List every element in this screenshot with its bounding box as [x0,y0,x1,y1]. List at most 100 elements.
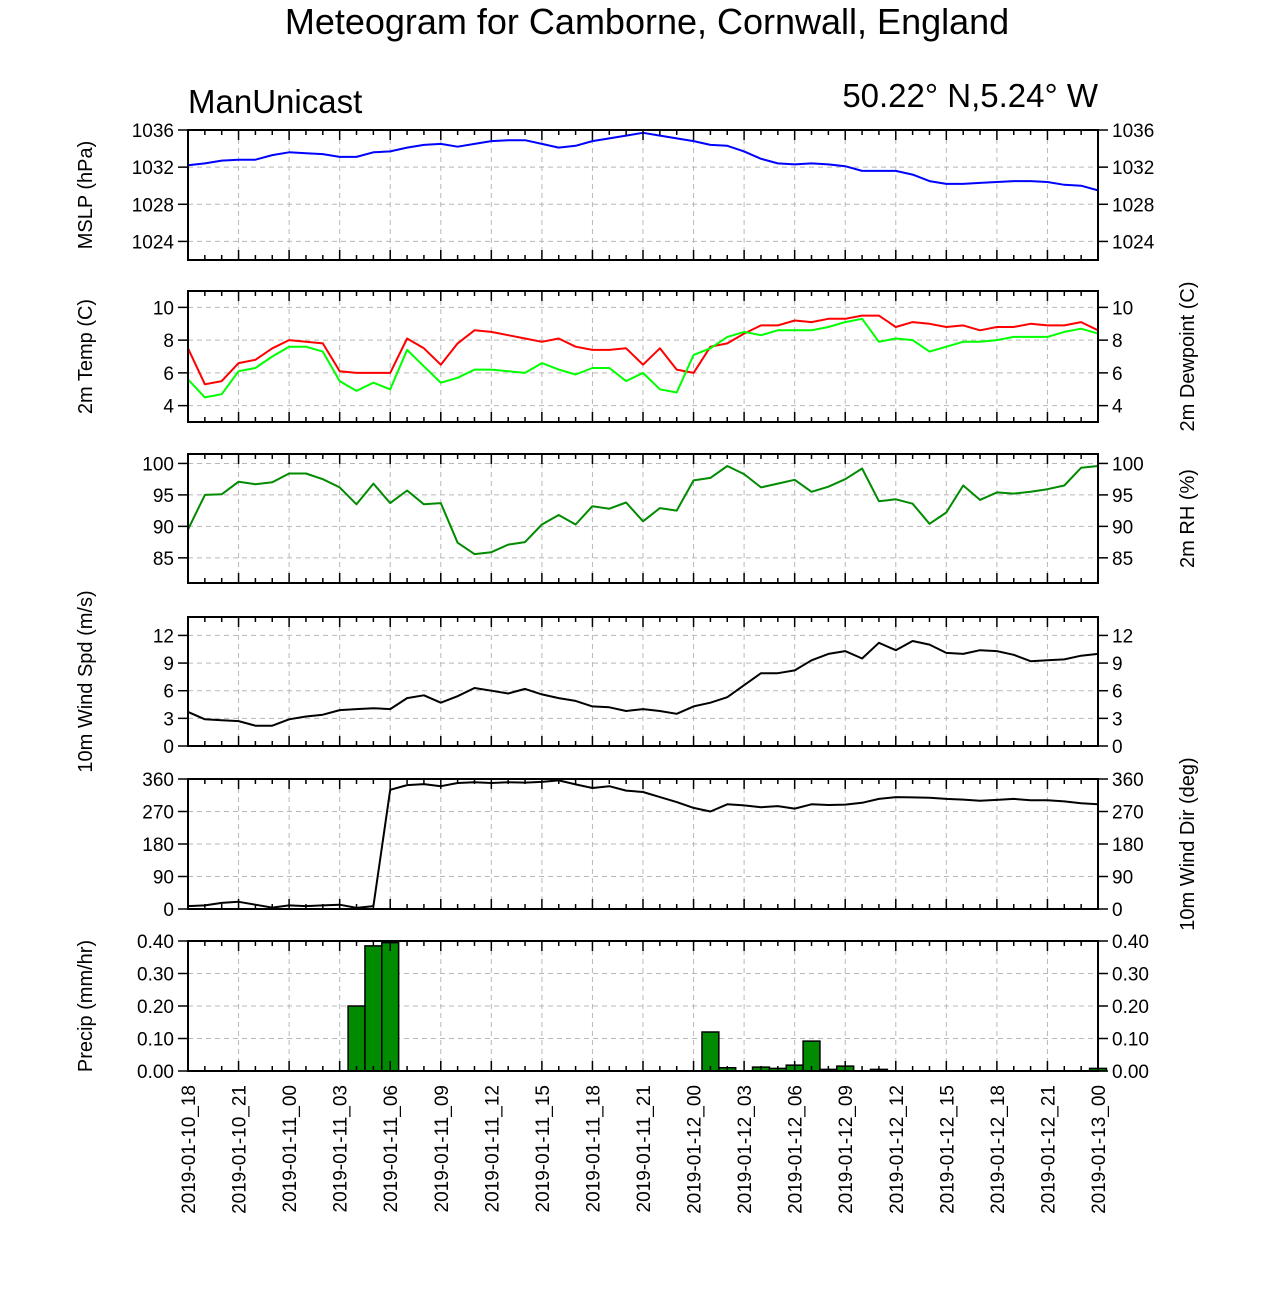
y-tick-label-left: 0 [163,900,174,921]
y-tick-label-left: 0 [163,737,174,758]
y-tick-label-right: 85 [1112,549,1133,570]
y-tick-label-left: 6 [163,364,174,385]
y-tick-label-left: 100 [142,454,174,475]
x-tick-label: 2019-01-11_15 [533,1085,554,1212]
x-tick-label: 2019-01-12_12 [887,1085,908,1214]
x-tick-label: 2019-01-11_12 [482,1085,503,1212]
y-tick-label-left: 12 [153,626,174,647]
y-tick-label-left: 85 [153,549,174,570]
y-axis-label-right: 2m RH (%) [1177,469,1199,568]
precip-bar [364,945,383,1072]
y-tick-label-left: 180 [142,835,174,856]
y-tick-label-right: 1032 [1112,158,1154,179]
y-tick-label-left: 1028 [132,195,174,216]
series-line-0 [187,314,1099,386]
x-tick-label: 2019-01-12_18 [988,1085,1009,1214]
panel-2: 85 85 90 90 95 95 100 100 2m RH (%) [142,453,1199,584]
y-tick-label-right: 6 [1112,364,1123,385]
panel-1: 4 4 6 6 8 8 10 10 2m Temp (C) 2m Dewpoint (C) [75,281,1199,431]
y-tick-label-left: 1032 [132,158,174,179]
y-tick-label-left: 90 [153,517,174,538]
y-tick-label-left: 95 [153,486,174,507]
x-axis-labels: 2019-01-10_18 2019-01-10_21 2019-01-11_00 2… [179,1085,1110,1214]
y-tick-label-right: 0.40 [1112,932,1149,953]
series-line-1 [187,317,1099,399]
y-tick-label-left: 90 [153,868,174,889]
x-tick-label: 2019-01-12_00 [685,1085,706,1214]
y-tick-label-right: 0.00 [1112,1062,1149,1083]
y-tick-label-right: 8 [1112,331,1123,352]
y-tick-label-right: 0 [1112,737,1123,758]
x-tick-label: 2019-01-11_03 [331,1085,352,1212]
x-tick-label: 2019-01-10_21 [230,1085,251,1214]
y-axis-label-left: 2m Temp (C) [75,299,97,414]
panel-0: 1024 1024 1028 1028 1032 1032 1036 1036 MSLP (hP… [75,121,1155,261]
series-line-0 [187,640,1099,727]
precip-bar [347,1005,366,1072]
precip-bar [381,941,400,1072]
y-tick-label-left: 360 [142,770,174,791]
y-tick-label-right: 90 [1112,868,1133,889]
y-tick-label-right: 3 [1112,709,1123,730]
x-tick-label: 2019-01-12_09 [836,1085,857,1214]
y-tick-label-right: 9 [1112,654,1123,675]
y-axis-label-left: MSLP (hPa) [75,141,97,250]
y-tick-label-right: 1024 [1112,232,1155,253]
y-axis-label-right: 2m Dewpoint (C) [1177,281,1199,431]
panel-3: 0 0 3 3 6 6 9 9 12 12 10m Wind Spd (m/s) [75,590,1133,772]
panel-5: 0.00 0.00 0.10 0.10 0.20 0.20 0.30 0.30 0.40 0.40… [75,932,1149,1083]
y-tick-label-right: 4 [1112,397,1123,418]
y-tick-label-right: 1028 [1112,195,1154,216]
x-tick-label: 2019-01-11_09 [432,1085,453,1212]
panel-4: 0 0 90 90 180 180 270 270 360 360 10m Wind Dir (de… [142,757,1199,930]
y-axis-label-left: 10m Wind Spd (m/s) [75,590,97,772]
y-tick-label-right: 12 [1112,626,1133,647]
y-tick-label-right: 270 [1112,803,1144,824]
y-tick-label-left: 1024 [132,232,175,253]
precip-bar [701,1031,720,1072]
chart-title: Meteogram for Camborne, Cornwall, Englan… [285,1,1009,42]
y-tick-label-left: 0.40 [137,932,174,953]
y-tick-label-left: 8 [163,331,174,352]
y-tick-label-left: 0.00 [137,1062,174,1083]
series-line-0 [187,465,1099,556]
x-tick-label: 2019-01-13_00 [1089,1085,1110,1214]
x-tick-label: 2019-01-12_03 [735,1085,756,1214]
y-tick-label-right: 0.10 [1112,1030,1149,1051]
y-tick-label-right: 360 [1112,770,1144,791]
y-tick-label-left: 0.10 [137,1030,174,1051]
y-tick-label-right: 95 [1112,486,1133,507]
x-tick-label: 2019-01-12_06 [786,1085,807,1214]
x-tick-label: 2019-01-11_06 [381,1085,402,1212]
y-tick-label-left: 1036 [132,121,174,142]
model-name: ManUnicast [188,83,362,120]
y-tick-label-left: 9 [163,654,174,675]
x-tick-label: 2019-01-11_00 [280,1085,301,1212]
y-axis-label-right: 10m Wind Dir (deg) [1177,757,1199,930]
y-tick-label-right: 6 [1112,682,1123,703]
x-tick-label: 2019-01-11_18 [583,1085,604,1212]
y-tick-label-left: 10 [153,298,174,319]
y-axis-label-left: Precip (mm/hr) [75,940,97,1072]
x-tick-label: 2019-01-11_21 [634,1085,655,1212]
y-tick-label-right: 100 [1112,454,1144,475]
y-tick-label-right: 0.30 [1112,965,1149,986]
y-tick-label-right: 90 [1112,517,1133,538]
y-tick-label-right: 180 [1112,835,1144,856]
y-tick-label-left: 0.30 [137,965,174,986]
y-tick-label-right: 0.20 [1112,997,1149,1018]
location-coordinates: 50.22° N,5.24° W [842,77,1099,114]
x-tick-label: 2019-01-12_21 [1038,1085,1059,1214]
x-tick-label: 2019-01-12_15 [937,1085,958,1214]
y-tick-label-left: 0.20 [137,997,174,1018]
y-tick-label-left: 270 [142,803,174,824]
x-tick-label: 2019-01-10_18 [179,1085,200,1214]
y-tick-label-right: 1036 [1112,121,1154,142]
y-tick-label-left: 6 [163,682,174,703]
y-tick-label-left: 4 [163,397,174,418]
y-tick-label-right: 0 [1112,900,1123,921]
y-tick-label-left: 3 [163,709,174,730]
y-tick-label-right: 10 [1112,298,1133,319]
